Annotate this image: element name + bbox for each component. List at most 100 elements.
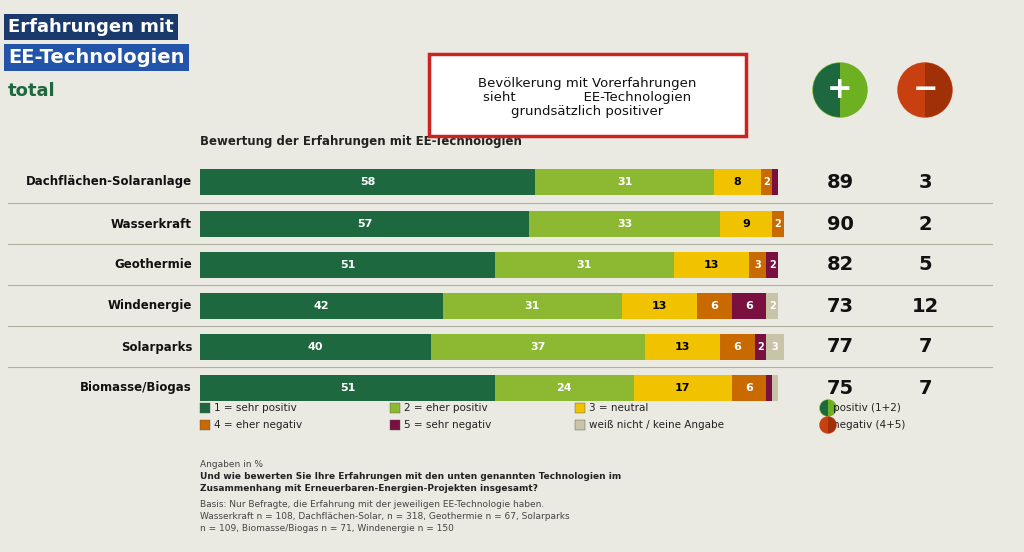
Text: 9: 9 [742,219,751,229]
Text: 2: 2 [758,342,764,352]
Text: weiß nicht / keine Angabe: weiß nicht / keine Angabe [589,420,724,430]
Text: 2: 2 [774,219,781,229]
Bar [536,169,715,195]
Text: 2: 2 [769,301,775,311]
Bar [697,293,732,319]
Text: 89: 89 [826,172,854,192]
Bar [634,375,732,401]
Bar [200,334,431,360]
Circle shape [820,417,836,433]
Bar [495,252,674,278]
Bar [529,211,720,237]
Text: 13: 13 [652,301,668,311]
FancyBboxPatch shape [429,54,746,136]
Text: 3 = neutral: 3 = neutral [589,403,648,413]
Text: 37: 37 [530,342,546,352]
Bar [715,169,761,195]
Text: 42: 42 [313,301,329,311]
Bar [720,211,772,237]
Text: 2: 2 [763,177,770,187]
Text: 7: 7 [919,379,932,397]
Text: Dachflächen-Solaranlage: Dachflächen-Solaranlage [26,176,193,188]
Text: 5 = sehr negativ: 5 = sehr negativ [404,420,492,430]
Text: 51: 51 [340,260,355,270]
Text: 82: 82 [826,256,854,274]
Text: 40: 40 [308,342,324,352]
Text: negativ (4+5): negativ (4+5) [833,420,905,430]
Text: 31: 31 [524,301,540,311]
Bar [766,375,772,401]
Text: −: − [912,76,938,104]
Text: Bewertung der Erfahrungen mit EE-Technologien: Bewertung der Erfahrungen mit EE-Technol… [200,135,522,148]
Text: 13: 13 [675,342,690,352]
Bar [732,375,766,401]
Wedge shape [820,400,828,416]
Text: 7: 7 [919,337,932,357]
Text: Und wie bewerten Sie Ihre Erfahrungen mit den unten genannten Technologien im
Zu: Und wie bewerten Sie Ihre Erfahrungen mi… [200,472,622,493]
Text: 73: 73 [826,296,853,316]
Bar [200,169,536,195]
Text: 77: 77 [826,337,853,357]
Wedge shape [813,63,840,117]
Text: 3: 3 [772,342,778,352]
Bar [200,420,210,430]
Bar [766,293,778,319]
Text: 17: 17 [675,383,690,393]
Text: total: total [8,82,55,100]
Bar [200,375,495,401]
Bar [200,211,529,237]
Text: 13: 13 [703,260,719,270]
Text: +: + [827,76,853,104]
Bar [200,334,778,360]
Text: sieht                EE-Technologien: sieht EE-Technologien [483,91,691,104]
Text: Erfahrungen mit: Erfahrungen mit [8,18,174,36]
Circle shape [820,400,836,416]
Bar [750,252,766,278]
Text: 90: 90 [826,215,853,233]
Text: Angaben in %: Angaben in % [200,460,263,469]
Text: 31: 31 [577,260,592,270]
Bar [200,403,210,413]
Text: 6: 6 [711,301,719,311]
Text: 2: 2 [919,215,932,233]
Text: Bevölkerung mit Vorerfahrungen: Bevölkerung mit Vorerfahrungen [478,77,696,89]
Text: Geothermie: Geothermie [115,258,193,272]
Text: 51: 51 [340,383,355,393]
Text: 12: 12 [911,296,939,316]
Text: 6: 6 [745,383,753,393]
Text: 5: 5 [919,256,932,274]
Text: Biomasse/Biogas: Biomasse/Biogas [80,381,193,395]
Bar [200,375,778,401]
Bar [766,252,778,278]
Text: 6: 6 [745,301,753,311]
Text: positiv (1+2): positiv (1+2) [833,403,901,413]
Text: 3: 3 [919,172,932,192]
Wedge shape [925,63,952,117]
Bar [200,293,778,319]
Bar [390,403,400,413]
Text: 2: 2 [769,260,775,270]
Circle shape [898,63,952,117]
Wedge shape [828,417,836,433]
Text: 58: 58 [359,177,376,187]
Bar [732,293,766,319]
Text: 3: 3 [755,260,761,270]
Bar [772,169,778,195]
Bar [674,252,750,278]
Bar [755,334,766,360]
Text: 33: 33 [617,219,633,229]
Bar [200,169,778,195]
Text: 24: 24 [556,383,572,393]
Text: 4 = eher negativ: 4 = eher negativ [214,420,302,430]
Bar [431,334,645,360]
Text: 6: 6 [733,342,741,352]
Text: 75: 75 [826,379,854,397]
Text: grundsätzlich positiver: grundsätzlich positiver [511,104,664,118]
Text: Solarparks: Solarparks [121,341,193,353]
Bar [200,252,778,278]
Bar [200,293,442,319]
Bar [766,334,783,360]
Text: EE-Technologien: EE-Technologien [8,48,184,67]
Bar [495,375,634,401]
Bar [575,403,585,413]
